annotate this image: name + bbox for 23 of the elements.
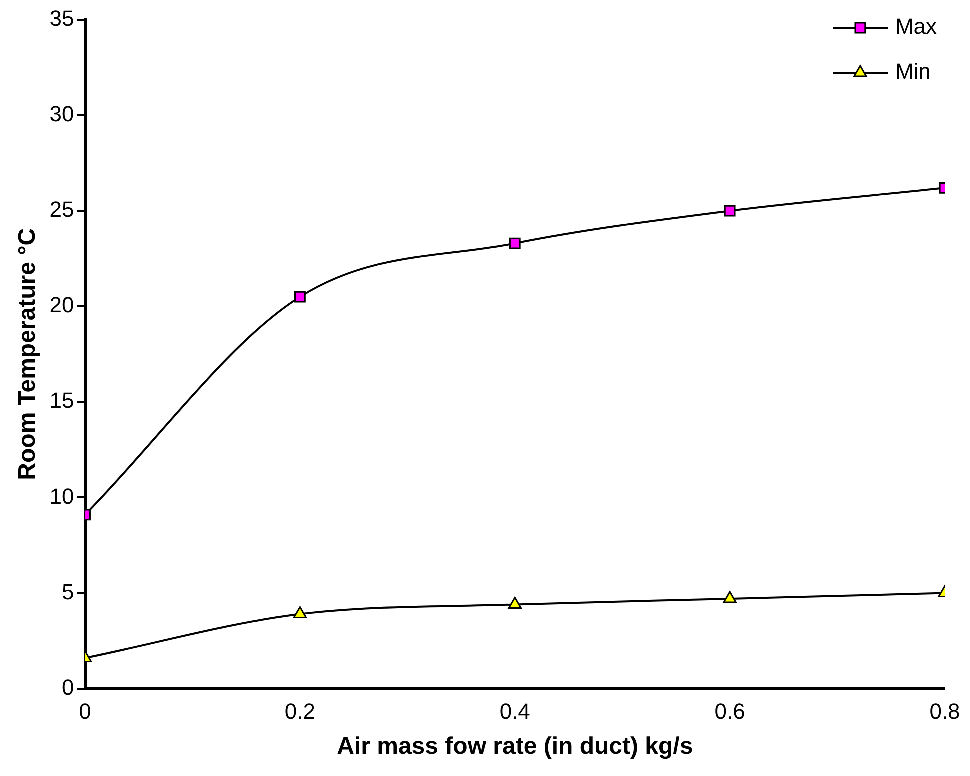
point: [293, 606, 308, 619]
y-tick-label: 25: [50, 197, 74, 222]
y-tick-label: 0: [62, 674, 74, 700]
legend-label: Max: [895, 14, 937, 40]
y-tick-label: 30: [50, 102, 74, 127]
point: [723, 591, 737, 604]
y-tick-label: 10: [50, 484, 74, 509]
y-tick-label: 5: [62, 579, 74, 604]
point: [294, 291, 306, 303]
x-tick-label: 0.8: [930, 699, 960, 724]
x-tick-label: 0.6: [714, 699, 746, 724]
y-tick-label: 20: [50, 292, 74, 318]
y-tick-label: 35: [50, 6, 74, 32]
x-tick-label: 0.2: [284, 699, 316, 724]
x-tick-label: 0.4: [500, 699, 530, 724]
y-tick-label: 15: [50, 388, 74, 414]
x-tick-label: 0: [79, 699, 92, 724]
y-axis-title: Room Temperature °C: [14, 228, 42, 480]
legend-label: Min: [895, 59, 931, 84]
point: [508, 596, 522, 609]
point: [724, 205, 736, 217]
point: [509, 238, 521, 250]
x-axis-title: Air mass fow rate (in duct) kg/s: [337, 733, 694, 760]
